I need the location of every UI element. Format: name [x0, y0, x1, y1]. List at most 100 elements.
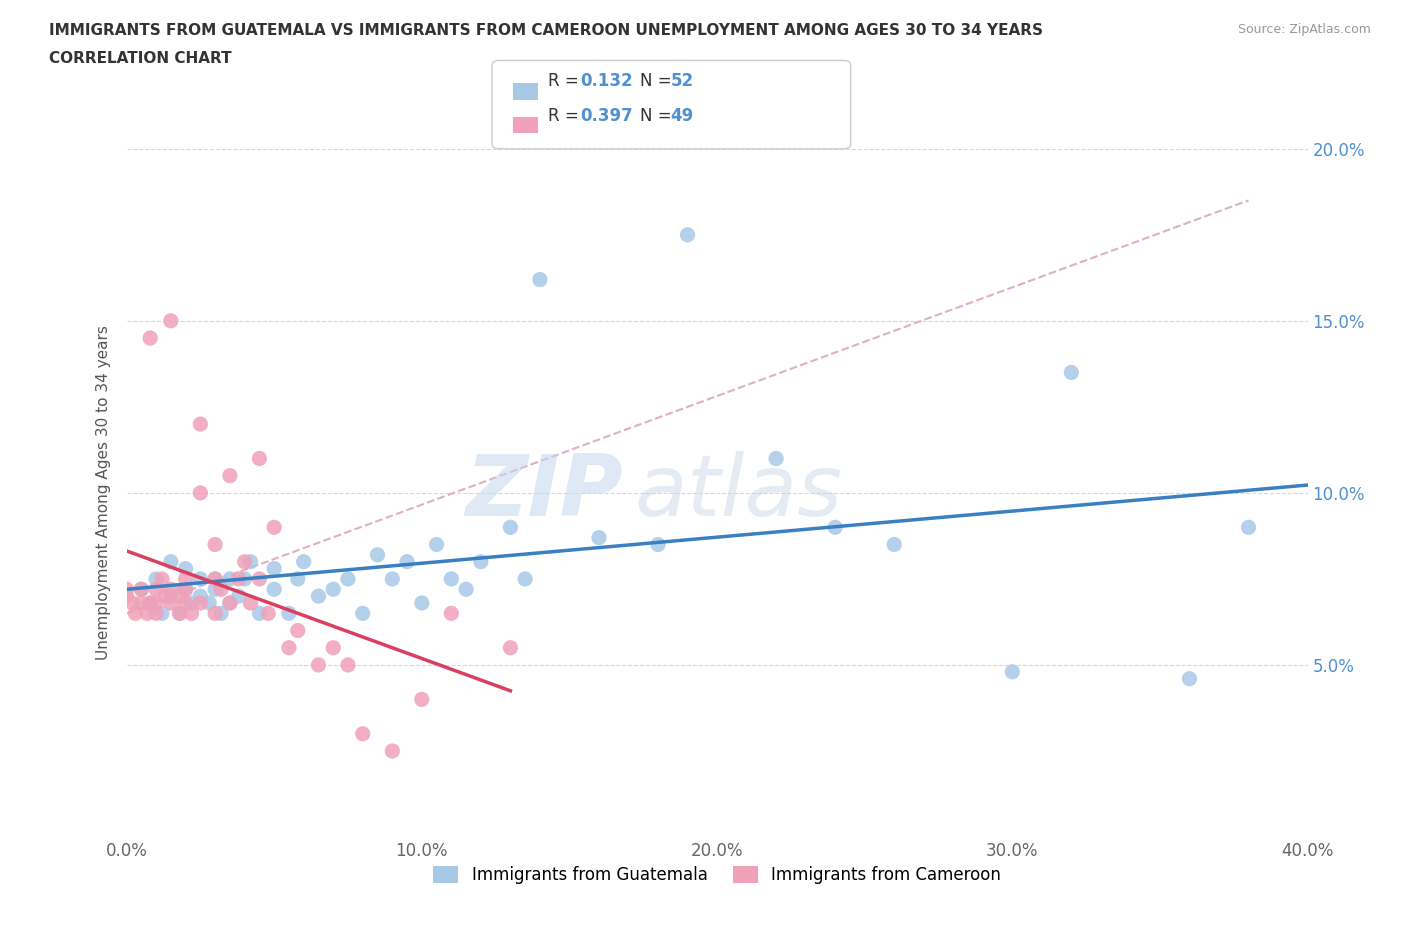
Point	[396, 554, 419, 569]
Point	[287, 623, 309, 638]
Point	[239, 595, 262, 610]
Point	[204, 571, 226, 587]
Point	[647, 538, 669, 552]
Point	[174, 582, 197, 597]
Point	[160, 554, 183, 569]
Point	[411, 692, 433, 707]
Point	[278, 606, 301, 621]
Point	[153, 589, 176, 604]
Point	[470, 554, 492, 569]
Point	[824, 520, 846, 535]
Text: Source: ZipAtlas.com: Source: ZipAtlas.com	[1237, 23, 1371, 36]
Point	[440, 571, 463, 587]
Point	[174, 595, 197, 610]
Point	[198, 595, 221, 610]
Point	[1237, 520, 1260, 535]
Point	[121, 595, 143, 610]
Text: 0.397: 0.397	[581, 107, 634, 126]
Point	[188, 485, 212, 500]
Point	[180, 595, 202, 610]
Text: atlas: atlas	[634, 451, 842, 535]
Point	[367, 548, 389, 563]
Point	[765, 451, 787, 466]
Point	[499, 520, 522, 535]
Point	[145, 595, 167, 610]
Text: R =: R =	[548, 72, 585, 90]
Text: 52: 52	[671, 72, 693, 90]
Point	[337, 571, 360, 587]
Point	[219, 595, 242, 610]
Point	[322, 582, 344, 597]
Point	[204, 582, 226, 597]
Point	[233, 571, 256, 587]
Point	[249, 451, 271, 466]
Point	[883, 538, 905, 552]
Y-axis label: Unemployment Among Ages 30 to 34 years: Unemployment Among Ages 30 to 34 years	[96, 326, 111, 660]
Point	[381, 571, 404, 587]
Point	[136, 606, 159, 621]
Point	[263, 520, 285, 535]
Point	[124, 606, 146, 621]
Point	[188, 595, 212, 610]
Point	[411, 595, 433, 610]
Legend: Immigrants from Guatemala, Immigrants from Cameroon: Immigrants from Guatemala, Immigrants fr…	[426, 859, 1008, 891]
Point	[115, 589, 138, 604]
Point	[352, 726, 374, 741]
Point	[239, 554, 262, 569]
Point	[233, 554, 256, 569]
Point	[1178, 671, 1201, 686]
Point	[676, 228, 699, 243]
Point	[150, 571, 173, 587]
Point	[588, 530, 610, 545]
Text: IMMIGRANTS FROM GUATEMALA VS IMMIGRANTS FROM CAMEROON UNEMPLOYMENT AMONG AGES 30: IMMIGRANTS FROM GUATEMALA VS IMMIGRANTS …	[49, 23, 1043, 38]
Point	[263, 582, 285, 597]
Point	[150, 606, 173, 621]
Point	[169, 589, 191, 604]
Point	[169, 606, 191, 621]
Point	[308, 658, 330, 672]
Point	[139, 595, 162, 610]
Point	[139, 331, 162, 346]
Point	[174, 561, 197, 576]
Point	[204, 571, 226, 587]
Point	[188, 589, 212, 604]
Point	[228, 571, 250, 587]
Point	[145, 571, 167, 587]
Point	[160, 313, 183, 328]
Point	[219, 469, 242, 484]
Point	[515, 571, 537, 587]
Text: N =: N =	[640, 107, 676, 126]
Point	[139, 595, 162, 610]
Point	[337, 658, 360, 672]
Text: N =: N =	[640, 72, 676, 90]
Point	[322, 641, 344, 656]
Point	[257, 606, 280, 621]
Point	[499, 641, 522, 656]
Point	[204, 538, 226, 552]
Point	[129, 595, 153, 610]
Point	[129, 582, 153, 597]
Text: 0.132: 0.132	[581, 72, 633, 90]
Point	[219, 595, 242, 610]
Point	[381, 744, 404, 759]
Point	[174, 571, 197, 587]
Point	[228, 589, 250, 604]
Point	[249, 606, 271, 621]
Point	[352, 606, 374, 621]
Text: CORRELATION CHART: CORRELATION CHART	[49, 51, 232, 66]
Point	[287, 571, 309, 587]
Point	[425, 538, 447, 552]
Point	[529, 272, 551, 287]
Text: R =: R =	[548, 107, 585, 126]
Text: ZIP: ZIP	[465, 451, 623, 535]
Point	[204, 606, 226, 621]
Point	[188, 571, 212, 587]
Point	[308, 589, 330, 604]
Point	[209, 606, 232, 621]
Point	[1060, 365, 1083, 380]
Point	[440, 606, 463, 621]
Point	[160, 595, 183, 610]
Point	[129, 582, 153, 597]
Point	[209, 582, 232, 597]
Point	[180, 606, 202, 621]
